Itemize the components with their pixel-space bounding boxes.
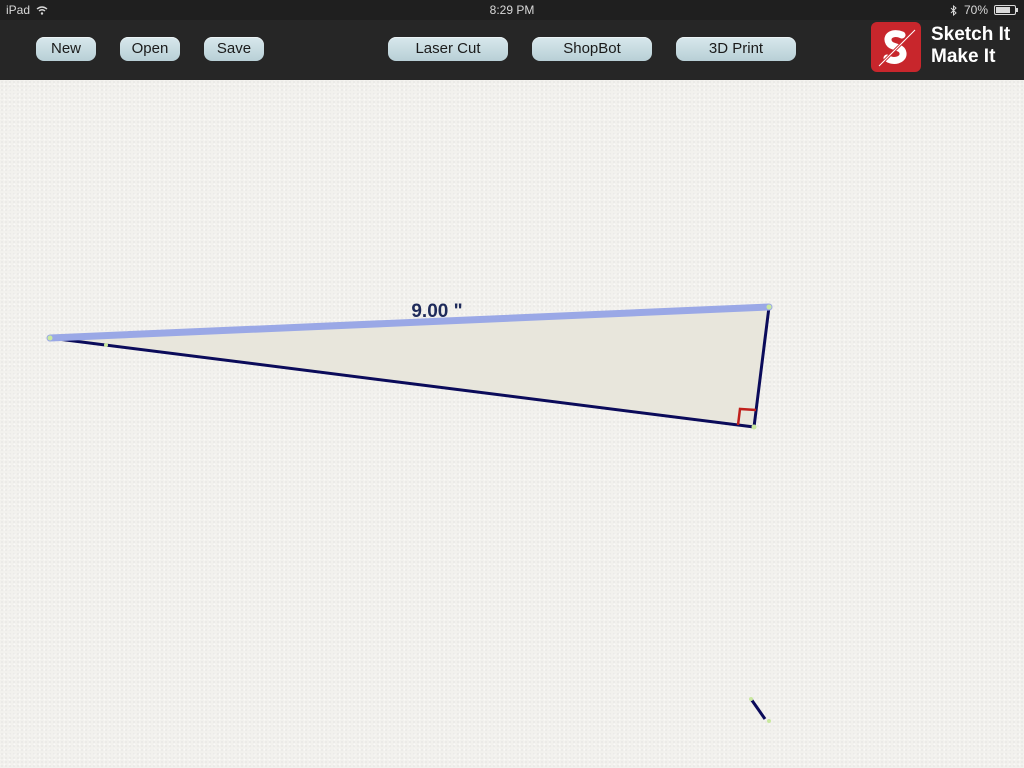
wifi-icon (36, 5, 48, 15)
drawing-canvas[interactable]: 9.00 " (0, 80, 1024, 768)
logo-line-2: Make It (931, 46, 996, 67)
triangle-edge-long[interactable] (49, 336, 755, 429)
logo-text: Sketch It Make It (931, 24, 1010, 68)
shopbot-button[interactable]: ShopBot (532, 37, 652, 61)
save-button[interactable]: Save (204, 37, 264, 61)
battery-icon (994, 5, 1018, 15)
dimension-label[interactable]: 9.00 " (411, 301, 462, 322)
status-right: 70% (950, 3, 1018, 17)
point-handle[interactable] (104, 343, 108, 347)
battery-percent: 70% (963, 3, 988, 17)
triangle-edge-selected[interactable] (46, 303, 773, 342)
status-bar: iPad 8:29 PM 70% (0, 0, 1024, 20)
sketch-svg[interactable]: 9.00 " (0, 80, 1024, 768)
open-button[interactable]: Open (120, 37, 180, 61)
logo-mark-icon (871, 22, 921, 72)
new-button[interactable]: New (36, 37, 96, 61)
stroke-handle[interactable] (767, 719, 771, 723)
vertex-handle[interactable] (751, 424, 757, 430)
logo-line-1: Sketch It (931, 24, 1011, 45)
status-left: iPad (6, 3, 48, 17)
small-stroke[interactable] (749, 698, 767, 720)
status-time: 8:29 PM (489, 3, 535, 17)
vertex-handle[interactable] (47, 335, 53, 341)
vertex-handle[interactable] (766, 304, 772, 310)
device-name: iPad (6, 3, 31, 17)
triangle-edge-short[interactable] (752, 306, 771, 428)
app-logo: Sketch It Make It (871, 22, 1011, 72)
toolbar: New Open Save Laser Cut ShopBot 3D Print… (0, 20, 1024, 80)
laser-cut-button[interactable]: Laser Cut (388, 37, 508, 61)
right-angle-marker (736, 407, 757, 426)
bluetooth-icon (950, 4, 957, 16)
stroke-handle[interactable] (749, 697, 753, 701)
3d-print-button[interactable]: 3D Print (676, 37, 796, 61)
triangle-fill[interactable] (50, 307, 769, 427)
